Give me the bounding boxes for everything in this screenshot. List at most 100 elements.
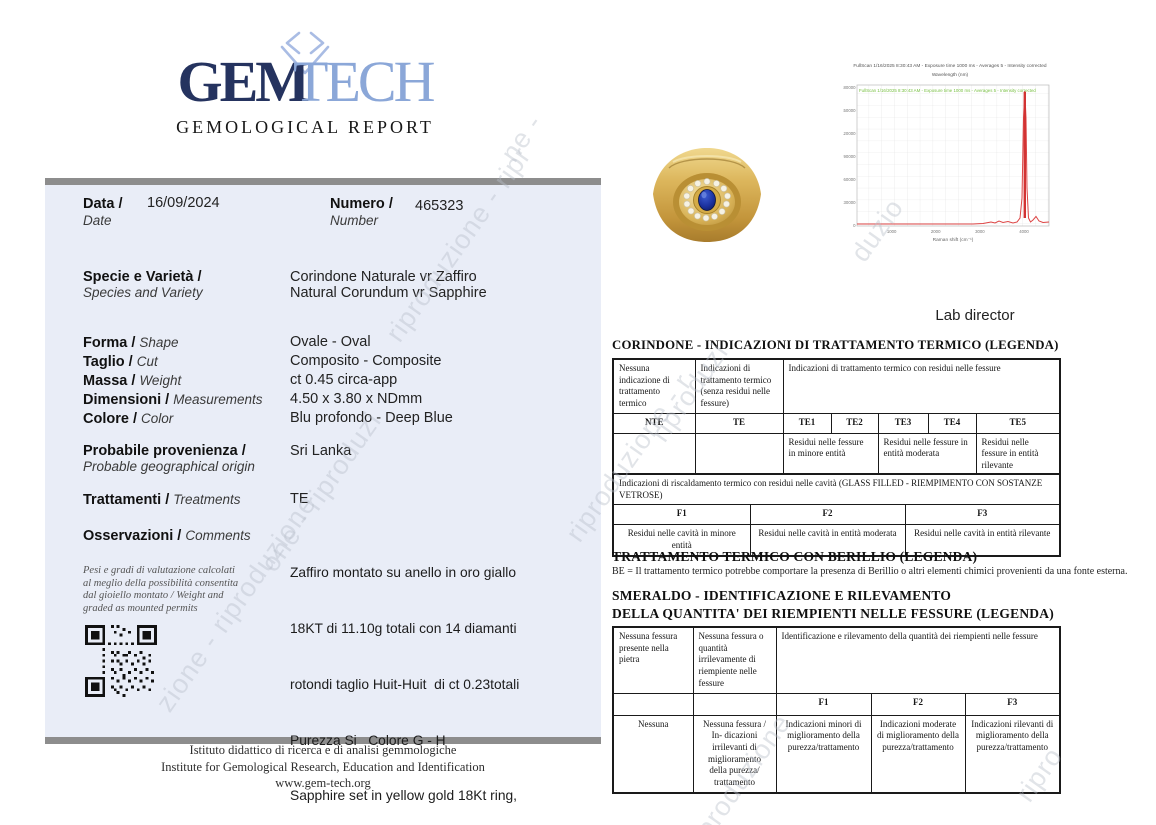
plot-area [856, 84, 1050, 227]
comments-line: 18KT di 11.10g totali con 14 diamanti [290, 620, 517, 636]
cell: Indicazioni di riscaldamento termico con… [612, 473, 1061, 506]
cell-code: TE3 [877, 412, 929, 434]
comments-text: Zaffiro montato su anello in oro giallo … [290, 527, 575, 825]
x-tick: 4000 [1019, 229, 1029, 234]
field-data-label: Data / [83, 196, 123, 212]
cell: Nessuna indicazione di trattamento termi… [612, 358, 696, 414]
logo-wordmark: GEMTECH [45, 49, 565, 114]
table-row: Nessuna Nessuna fessura / In- dicazioni … [612, 714, 1061, 794]
table-row: F1 F2 F3 [612, 692, 1061, 716]
field-specie-sublabel: Species and Variety [83, 285, 203, 300]
cell: Nessuna [612, 714, 694, 794]
cell-code: F1 [775, 692, 872, 716]
field-specie-value-line2: Natural Corundum vr Sapphire [290, 285, 487, 301]
y-axis-ticks: 180000 150000 120000 90000 60000 30000 0 [843, 85, 856, 228]
table-corindone: Nessuna indicazione di trattamento termi… [612, 358, 1062, 477]
cell: Nessuna fessura presente nella pietra [612, 626, 694, 694]
cell: Residui nelle cavità in minore entità [612, 524, 751, 557]
field-colore-value: Blu profondo - Deep Blue [290, 410, 453, 426]
field-forma-value: Ovale - Oval [290, 334, 371, 350]
field-specie-value: Corindone Naturale vr Zaffiro Natural Co… [290, 269, 487, 301]
chart-title: FullScan 1/16/2025 8:30:43 AM - Exposure… [853, 63, 1047, 69]
comments-line: rotondi taglio Huit-Huit di ct 0.23total… [290, 676, 520, 692]
field-dimensioni-label: Dimensioni / Measurements [83, 392, 263, 408]
cell-empty [612, 432, 696, 477]
field-provenienza: Probabile provenienza / Probable geograp… [83, 443, 255, 474]
logo-tech: TECH [293, 49, 435, 114]
field-colore-label: Colore / Color [83, 411, 174, 427]
logo: GEMTECH GEMOLOGICAL REPORT [45, 30, 565, 138]
spectrum-chart: FullScan 1/16/2025 8:30:43 AM - Exposure… [843, 58, 1057, 266]
y-tick: 0 [853, 223, 856, 228]
cell: Indicazioni di trattamento termico (senz… [694, 358, 784, 414]
table-glass-filled: Indicazioni di riscaldamento termico con… [612, 473, 1062, 557]
footer-website: www.gem-tech.org [275, 776, 371, 790]
note-line: graded as mounted permits [83, 602, 198, 614]
certificate-panel: Data / Date 16/09/2024 Numero / Number 4… [45, 178, 601, 803]
valuation-note: Pesi e gradi di valutazione calcolati al… [83, 565, 238, 615]
spectrum-line [857, 90, 1050, 225]
field-provenienza-sublabel: Probable geographical origin [83, 459, 255, 474]
cell: Residui nelle fessure in entità rilevant… [975, 432, 1061, 477]
field-numero-value: 465323 [415, 198, 464, 214]
note-line: dal gioiello montato / Weight and [83, 590, 224, 601]
y-tick: 120000 [843, 131, 856, 136]
field-trattamenti-value: TE [290, 491, 309, 507]
y-tick: 30000 [844, 200, 857, 205]
cell: Indicazioni di trattamento termico con r… [782, 358, 1061, 414]
table-row: Nessuna fessura presente nella pietra Ne… [612, 626, 1061, 694]
table-row: Residui nelle fessure in minore entità R… [612, 432, 1061, 477]
table-row: Nessuna indicazione di trattamento termi… [612, 358, 1061, 414]
table-row: NTE TE TE1 TE2 TE3 TE4 TE5 [612, 412, 1061, 434]
heading-smeraldo-1: SMERALDO - IDENTIFICAZIONE E RILEVAMENTO [612, 588, 952, 603]
field-numero-sublabel: Number [330, 213, 379, 228]
diamond-outline-icon [280, 31, 330, 75]
cell-code: NTE [612, 412, 696, 434]
qr-code [85, 625, 157, 697]
field-provenienza-label: Probabile provenienza / [83, 443, 246, 459]
cell: Indicazioni rilevanti di miglioramento d… [964, 714, 1061, 794]
comments-line: Purezza Si Colore G - H [290, 732, 446, 748]
heading-smeraldo-2: DELLA QUANTITA' DEI RIEMPIENTI NELLE FES… [612, 606, 1054, 621]
field-massa-label: Massa / Weight [83, 373, 182, 389]
x-axis-ticks: 1000 2000 3000 4000 [887, 229, 1030, 234]
cell-code: TE [694, 412, 784, 434]
cell-code: F3 [904, 504, 1061, 526]
footer: Istituto didattico di ricerca e di anali… [45, 742, 601, 792]
field-taglio-label: Taglio / Cut [83, 354, 158, 370]
x-axis-label: Raman shift (cm⁻¹) [933, 237, 974, 243]
comments-line: Zaffiro montato su anello in oro giallo [290, 565, 516, 581]
field-trattamenti: Trattamenti / Treatments [83, 492, 241, 508]
cell-empty [612, 692, 694, 716]
field-forma-label: Forma / Shape [83, 335, 179, 351]
field-specie: Specie e Varietà / Species and Variety [83, 269, 203, 300]
lab-director-title: Lab director [935, 307, 1015, 324]
properties-values: Ovale - Oval Composito - Composite ct 0.… [290, 333, 453, 428]
diamond-halo [683, 178, 731, 222]
y-tick: 90000 [844, 154, 857, 159]
footer-line-institute-it: Istituto didattico di ricerca e di anali… [189, 743, 457, 757]
note-line: al meglio della possibilità consentita [83, 577, 239, 589]
table-row: Indicazioni di riscaldamento termico con… [612, 473, 1061, 506]
ring-photo [653, 148, 761, 242]
cell: Indicazioni minori di miglioramento dell… [775, 714, 872, 794]
cell: Nessuna fessura o quantità irrilevamente… [692, 626, 777, 694]
properties-labels: Forma / Shape Taglio / Cut Massa / Weigh… [83, 333, 263, 428]
y-tick: 150000 [843, 108, 856, 113]
chart-annotation: FullScan 1/16/2025 8:30:43 AM - Exposure… [859, 88, 1036, 93]
cell-code: F3 [964, 692, 1061, 716]
heading-berillio: TRATTAMENTO TERMICO CON BERILLIO (LEGEND… [612, 549, 978, 564]
field-specie-label: Specie e Varietà / [83, 269, 202, 285]
cell-code: TE2 [830, 412, 879, 434]
cell-code: TE4 [927, 412, 977, 434]
field-dimensioni-value: 4.50 x 3.80 x NDmm [290, 391, 423, 407]
chart-subtitle: Wavelength (nm) [932, 72, 969, 78]
heading-corindone: CORINDONE - INDICAZIONI DI TRATTAMENTO T… [612, 338, 1059, 352]
table-row: Residui nelle cavità in minore entità Re… [612, 524, 1061, 557]
field-massa-value: ct 0.45 circa-app [290, 372, 398, 388]
note-line: Pesi e gradi di valutazione calcolati [83, 565, 235, 576]
cell-empty [692, 692, 777, 716]
logo-subtitle: GEMOLOGICAL REPORT [176, 116, 434, 137]
x-tick: 3000 [975, 229, 985, 234]
comments-line: Sapphire set in yellow gold 18Kt ring, [290, 788, 518, 804]
